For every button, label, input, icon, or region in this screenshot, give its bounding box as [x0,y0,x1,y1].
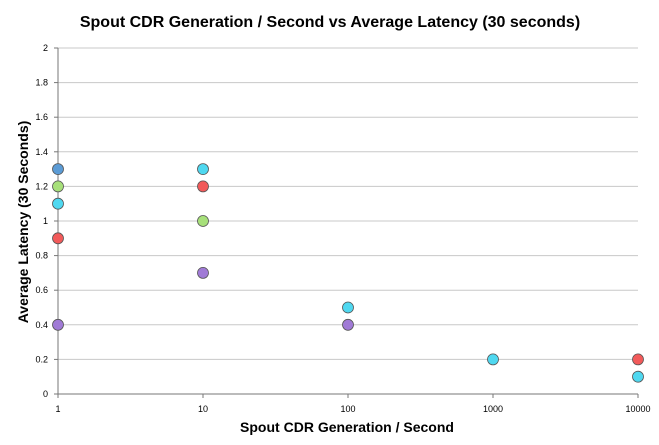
chart-title: Spout CDR Generation / Second vs Average… [80,14,580,31]
data-point-series-4 [197,180,209,193]
data-point-series-4 [52,232,64,245]
data-point-series-3 [632,370,644,383]
x-tick-label: 1 [55,404,60,414]
x-tick-label: 10 [198,404,208,414]
y-tick-label: 1.6 [35,112,48,122]
y-tick-label: 1.8 [35,78,48,88]
data-point-series-5 [342,318,354,331]
data-point-series-5 [197,266,209,279]
x-tick-label: 1000 [483,404,503,414]
y-tick-labels: 0 0.2 0.4 0.6 0.8 1 1.2 1.4 1.6 1.8 2 [35,43,58,399]
data-point-series-3 [487,353,499,366]
data-point-series-3 [52,197,64,210]
x-tick-label: 10000 [625,404,650,414]
data-point-series-2 [197,215,209,227]
y-axis-title: Average Latency (30 Seconds) [15,121,31,324]
y-tick-label: 1.2 [35,181,48,191]
data-point-series-1 [52,163,64,176]
data-point-series-4 [632,353,644,366]
y-tick-label: 2 [43,43,48,53]
x-axis-title: Spout CDR Generation / Second [240,419,454,435]
x-tick-label: 100 [340,404,355,414]
x-tick-labels: 1 10 100 1000 10000 [55,394,651,414]
gridlines [58,47,638,360]
y-tick-label: 1 [43,216,48,226]
data-point-series-5 [52,318,64,331]
y-tick-label: 0.2 [35,354,48,364]
data-point-series-2 [52,180,64,193]
data-point-series-3 [342,301,354,314]
y-tick-label: 0 [43,389,48,399]
y-tick-label: 1.4 [35,147,48,157]
data-point-series-3 [197,163,209,176]
y-tick-label: 0.4 [35,320,48,330]
y-tick-label: 0.8 [35,251,48,261]
data-points [52,163,644,383]
y-tick-label: 0.6 [35,285,48,295]
